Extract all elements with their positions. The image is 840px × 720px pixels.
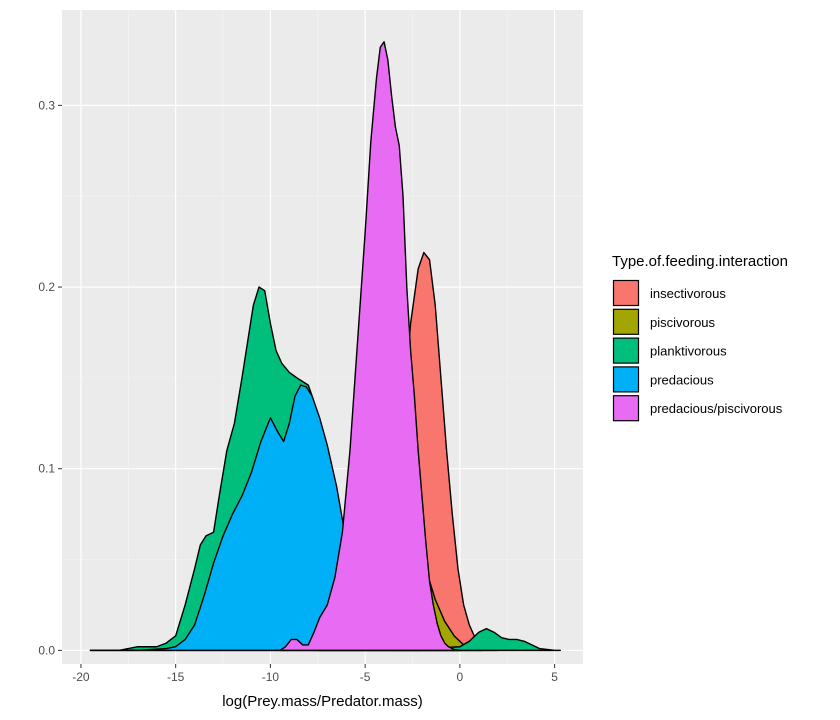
legend-key	[612, 337, 640, 364]
legend-item: piscivorous	[612, 308, 716, 335]
x-tick-label: -5	[360, 670, 371, 684]
legend-label: planktivorous	[650, 344, 727, 359]
legend-key	[612, 366, 640, 393]
legend-label: predacious/piscivorous	[650, 401, 783, 416]
legend-item: predacious/piscivorous	[612, 395, 783, 422]
legend-label: predacious	[650, 372, 714, 387]
legend-item: planktivorous	[612, 337, 727, 364]
legend-item: predacious	[612, 366, 714, 393]
x-tick-label: -15	[167, 670, 185, 684]
axes: -20 -15 -10 -5 0 5 0.0 0.1 0.2 0.3	[38, 98, 558, 684]
x-tick-label: -20	[72, 670, 90, 684]
y-tick-label: 0.0	[38, 643, 55, 657]
x-tick-label: 5	[551, 670, 558, 684]
x-tick-label: -10	[262, 670, 280, 684]
legend-key	[612, 308, 640, 335]
legend-item: insectivorous	[612, 279, 726, 307]
legend: Type.of.feeding.interaction insectivorou…	[612, 253, 788, 422]
density-area-predacious-piscivorous	[279, 41, 461, 652]
legend-label: piscivorous	[650, 315, 716, 330]
legend-key	[612, 279, 640, 307]
legend-key	[612, 395, 640, 422]
y-tick-label: 0.1	[38, 462, 55, 476]
y-tick-label: 0.2	[38, 280, 55, 294]
density-areas	[89, 41, 561, 652]
y-tick-label: 0.3	[38, 98, 55, 112]
legend-label: insectivorous	[650, 286, 726, 301]
legend-title: Type.of.feeding.interaction	[612, 253, 788, 270]
x-tick-label: 0	[457, 670, 464, 684]
x-axis-title: log(Prey.mass/Predator.mass)	[222, 693, 423, 710]
